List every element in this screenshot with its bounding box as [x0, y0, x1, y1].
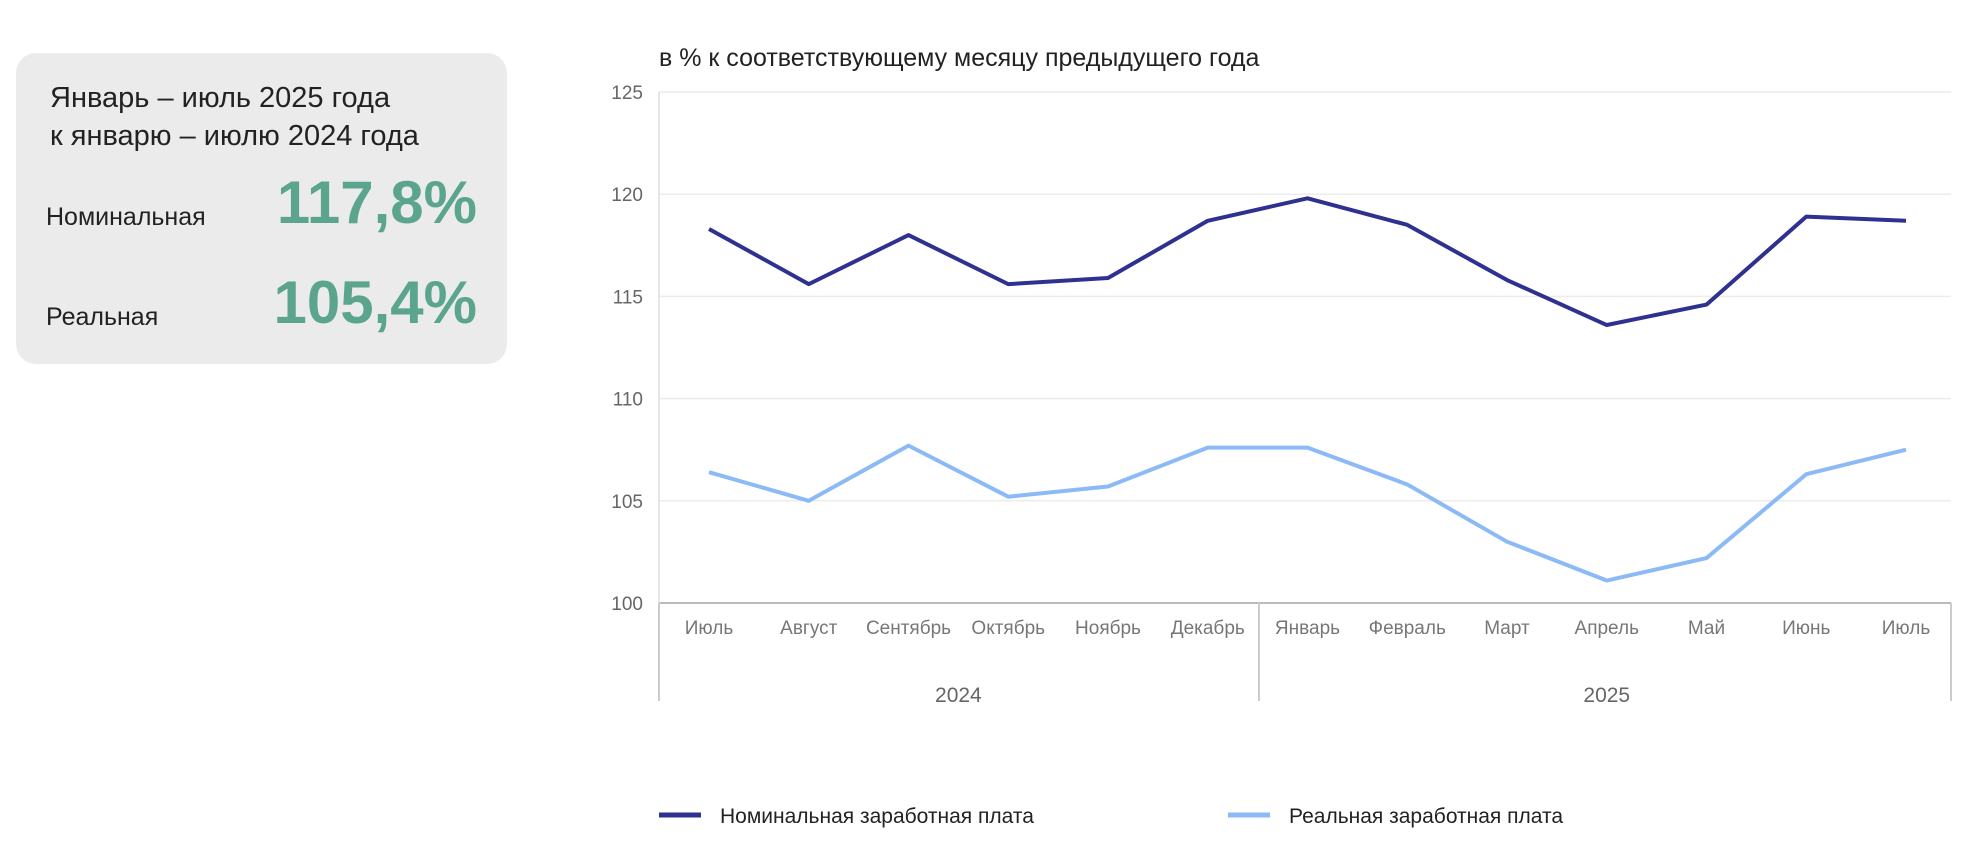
x-tick-label: Октябрь: [971, 618, 1045, 639]
real-value: 105,4%: [273, 269, 478, 336]
x-tick-label: Июль: [685, 618, 734, 639]
series-line-real: [708, 443, 1907, 583]
y-tick-label: 120: [611, 185, 643, 206]
x-tick-label: Январь: [1275, 618, 1340, 639]
y-tick-label: 125: [611, 83, 643, 104]
year-label: 2024: [935, 684, 982, 707]
legend-label: Реальная заработная плата: [1289, 805, 1563, 828]
summary-card: Январь – июль 2025 года к январю – июлю …: [16, 53, 507, 364]
summary-title-line1: Январь – июль 2025 года: [50, 82, 391, 114]
x-tick-label: Декабрь: [1171, 618, 1245, 639]
nominal-label: Номинальная: [46, 203, 206, 231]
x-tick-label: Июль: [1882, 618, 1931, 639]
x-tick-label: Март: [1484, 618, 1530, 639]
y-tick-label: 110: [613, 390, 643, 411]
x-tick-label: Февраль: [1369, 618, 1446, 639]
year-label: 2025: [1583, 684, 1630, 707]
x-tick-label: Ноябрь: [1075, 618, 1141, 639]
real-label: Реальная: [46, 303, 159, 331]
chart-title: в % к соответствующему месяцу предыдущег…: [659, 44, 1260, 72]
y-tick-label: 115: [613, 287, 643, 308]
x-tick-label: Май: [1688, 618, 1725, 639]
y-tick-label: 105: [611, 492, 643, 513]
x-tick-label: Сентябрь: [866, 618, 951, 639]
nominal-value: 117,8%: [276, 169, 477, 236]
y-tick-label: 100: [611, 594, 643, 615]
legend-label: Номинальная заработная плата: [720, 805, 1034, 828]
summary-title-line2: к январю – июлю 2024 года: [50, 120, 419, 152]
summary-title: Январь – июль 2025 года к январю – июлю …: [50, 79, 419, 155]
series-line-nominal: [708, 196, 1907, 328]
x-tick-label: Июнь: [1782, 618, 1830, 639]
x-tick-label: Апрель: [1575, 618, 1640, 639]
x-tick-label: Август: [780, 618, 837, 639]
